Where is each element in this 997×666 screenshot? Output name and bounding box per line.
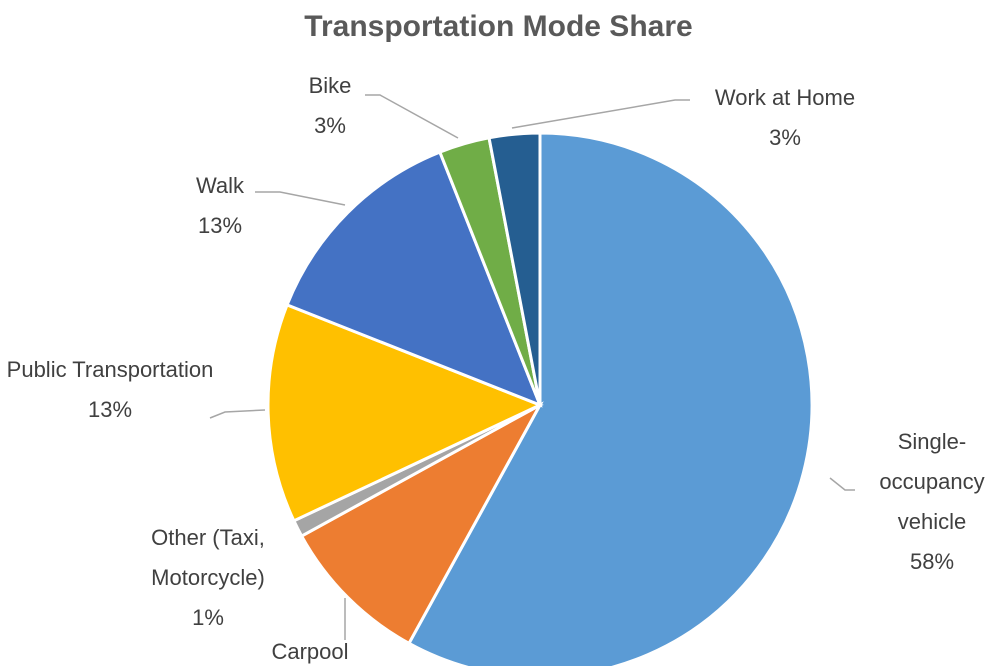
value-label: 13% <box>87 397 133 422</box>
data-label: Work at Home 3% <box>675 78 895 158</box>
category-label: Bike <box>308 73 352 98</box>
chart-title: Transportation Mode Share <box>304 10 693 43</box>
data-label: Bike 3% <box>270 66 390 146</box>
category-label: Carpool <box>271 639 349 664</box>
pie-slice <box>406 131 814 666</box>
pie-slice <box>266 302 544 523</box>
data-label: Other (Taxi, Motorcycle) 1% <box>108 518 308 638</box>
data-label: Walk 13% <box>160 166 280 246</box>
category-label: Public Transportation <box>6 357 214 382</box>
data-label: Carpool <box>230 632 390 666</box>
leader-line <box>365 94 459 139</box>
data-label: Public Transportation 13% <box>0 350 220 430</box>
leader-line <box>511 99 690 129</box>
pie-slice <box>299 401 544 646</box>
value-label: 1% <box>192 605 224 630</box>
leader-line <box>209 409 266 419</box>
value-label: 3% <box>314 113 346 138</box>
pie-slice <box>487 131 542 406</box>
pie-slice <box>285 150 543 408</box>
value-label: 3% <box>769 125 801 150</box>
data-label: Single-occupancy vehicle 58% <box>862 422 997 582</box>
category-label: Work at Home <box>714 85 856 110</box>
value-label: 58% <box>909 549 955 574</box>
category-label: Single-occupancy vehicle <box>879 429 985 534</box>
leader-line <box>255 191 346 206</box>
category-label: Other (Taxi, Motorcycle) <box>151 525 265 590</box>
value-label: 13% <box>197 213 243 238</box>
category-label: Walk <box>195 173 245 198</box>
leader-line <box>829 477 855 491</box>
